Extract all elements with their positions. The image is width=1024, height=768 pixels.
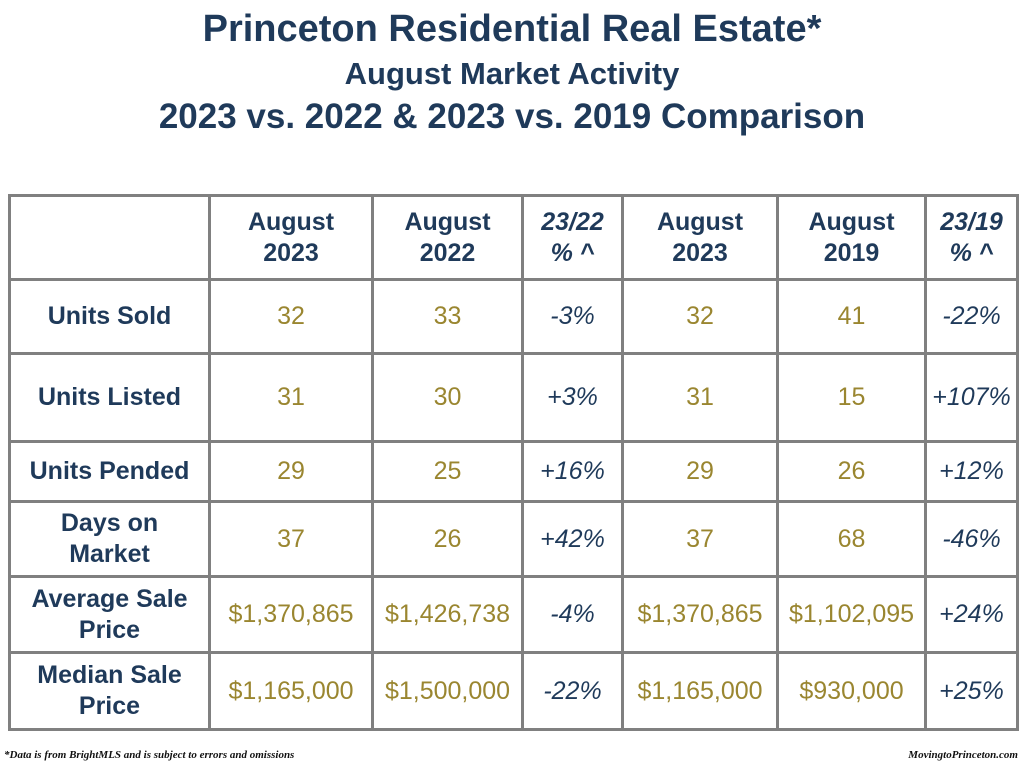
value-cell: 37 xyxy=(208,500,374,578)
header-line: August xyxy=(656,207,744,236)
column-header: 23/22% ^ xyxy=(521,194,624,281)
row-label: Units Listed xyxy=(8,352,211,443)
value-cell: 26 xyxy=(371,500,524,578)
percent-change: -4% xyxy=(521,575,624,654)
row-label: Units Sold xyxy=(8,278,211,355)
header-line: August xyxy=(808,207,895,236)
value-cell: $1,370,865 xyxy=(621,575,779,654)
data-row: Units Listed 31 30 +3% 31 15 +107% xyxy=(8,352,1019,443)
percent-change: +16% xyxy=(521,440,624,503)
column-header: August 2019 xyxy=(776,194,927,281)
header-line: 23/22 xyxy=(541,207,604,236)
row-label: Days on Market xyxy=(8,500,211,578)
value-cell: 26 xyxy=(776,440,927,503)
percent-change: +107% xyxy=(924,352,1019,443)
value-cell: 31 xyxy=(208,352,374,443)
percent-change: -22% xyxy=(521,651,624,731)
header-line: 23/19 xyxy=(940,207,1003,236)
value-cell: 33 xyxy=(371,278,524,355)
header-line: 2022 xyxy=(419,238,476,267)
row-label: Median Sale Price xyxy=(8,651,211,731)
value-cell: $1,165,000 xyxy=(208,651,374,731)
header-line: % ^ xyxy=(949,238,994,267)
value-cell: 37 xyxy=(621,500,779,578)
percent-change: -46% xyxy=(924,500,1019,578)
row-label: Units Pended xyxy=(8,440,211,503)
value-cell: $930,000 xyxy=(776,651,927,731)
column-header: 23/19% ^ xyxy=(924,194,1019,281)
data-row: Median Sale Price $1,165,000 $1,500,000 -22… xyxy=(8,651,1019,731)
value-cell: $1,165,000 xyxy=(621,651,779,731)
data-row: Days on Market 37 26 +42% 37 68 -46% xyxy=(8,500,1019,578)
value-cell: 29 xyxy=(621,440,779,503)
source: MovingtoPrinceton.com xyxy=(908,749,1018,761)
header-line: August xyxy=(404,207,491,236)
column-header: August 2023 xyxy=(208,194,374,281)
value-cell: $1,102,095 xyxy=(776,575,927,654)
percent-change: +42% xyxy=(521,500,624,578)
column-header: August 2023 xyxy=(621,194,779,281)
value-cell: 30 xyxy=(371,352,524,443)
row-label: Average Sale Price xyxy=(8,575,211,654)
value-cell: $1,370,865 xyxy=(208,575,374,654)
percent-change: +12% xyxy=(924,440,1019,503)
header-line: 2023 xyxy=(263,238,319,267)
header-line: 2019 xyxy=(823,238,880,267)
comparison-title: 2023 vs. 2022 & 2023 vs. 2019 Comparison xyxy=(158,97,866,136)
value-cell: 25 xyxy=(371,440,524,503)
value-cell: 32 xyxy=(621,278,779,355)
value-cell: 15 xyxy=(776,352,927,443)
footnote: *Data is from BrightMLS and is subject t… xyxy=(4,749,295,761)
percent-change: +3% xyxy=(521,352,624,443)
subtitle: August Market Activity xyxy=(344,56,680,91)
value-cell: $1,500,000 xyxy=(371,651,524,731)
market-table: August 2023 August 2022 23/22% ^ August 2023 Au… xyxy=(8,194,1019,731)
header-line: August xyxy=(247,207,335,236)
title: Princeton Residential Real Estate* xyxy=(202,8,822,50)
value-cell: 41 xyxy=(776,278,927,355)
data-row: Units Sold 32 33 -3% 32 41 -22% xyxy=(8,278,1019,355)
value-cell: 29 xyxy=(208,440,374,503)
column-header: August 2022 xyxy=(371,194,524,281)
percent-change: -3% xyxy=(521,278,624,355)
percent-change: -22% xyxy=(924,278,1019,355)
value-cell: 31 xyxy=(621,352,779,443)
data-row: Average Sale Price $1,370,865 $1,426,738 -4… xyxy=(8,575,1019,654)
value-cell: 68 xyxy=(776,500,927,578)
percent-change: +24% xyxy=(924,575,1019,654)
header-line: % ^ xyxy=(550,238,595,267)
value-cell: 32 xyxy=(208,278,374,355)
corner-cell xyxy=(8,194,211,281)
header-row: August 2023 August 2022 23/22% ^ August 2023 Au… xyxy=(8,194,1019,281)
value-cell: $1,426,738 xyxy=(371,575,524,654)
percent-change: +25% xyxy=(924,651,1019,731)
header-line: 2023 xyxy=(672,238,728,267)
data-row: Units Pended 29 25 +16% 29 26 +12% xyxy=(8,440,1019,503)
